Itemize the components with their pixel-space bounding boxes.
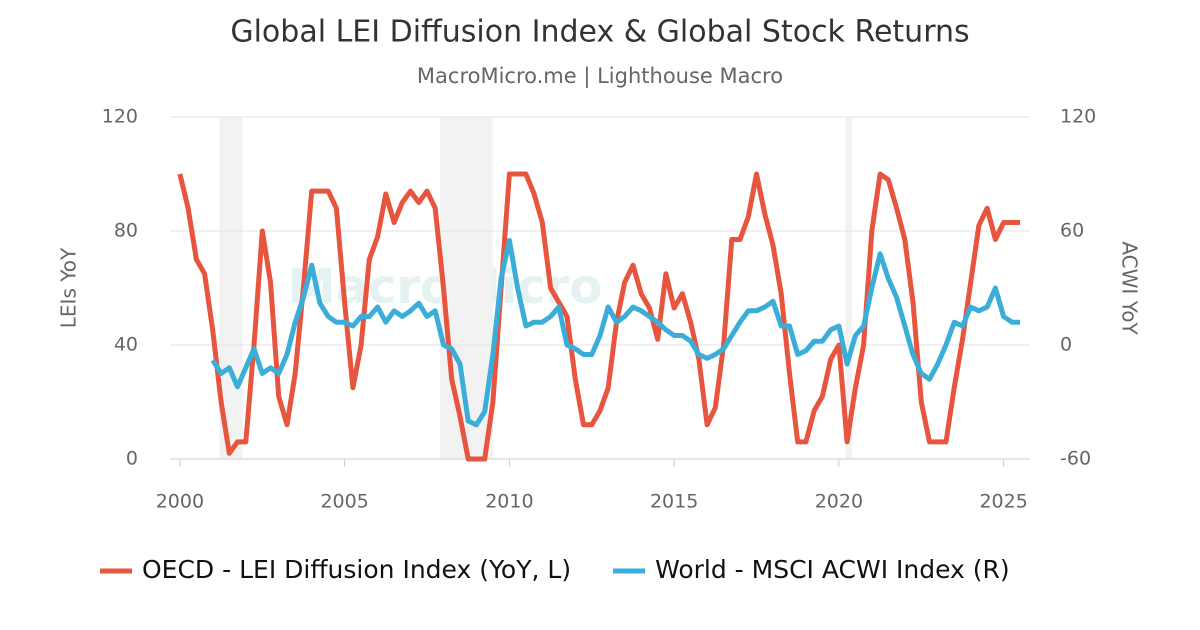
x-tick-label: 2010 (485, 491, 533, 513)
shaded-period (845, 117, 853, 459)
x-tick-label: 2000 (156, 491, 204, 513)
y-axis-label: LEIs YoY (57, 247, 81, 328)
series-line (210, 238, 1021, 428)
chart-subtitle: MacroMicro.me | Lighthouse Macro (417, 64, 783, 89)
y2-tick-label: -60 (1060, 448, 1091, 470)
x-tick-label: 2025 (979, 491, 1027, 513)
y2-tick-label: 60 (1060, 220, 1084, 242)
y-tick-label: 0 (126, 448, 138, 470)
x-tick-label: 2005 (320, 491, 368, 513)
y2-tick-label: 120 (1060, 106, 1096, 128)
y-tick-label: 120 (102, 106, 138, 128)
y-tick-label: 80 (114, 220, 138, 242)
legend-label: OECD - LEI Diffusion Index (YoY, L) (142, 555, 571, 584)
chart-title: Global LEI Diffusion Index & Global Stoc… (230, 15, 969, 50)
legend-label: World - MSCI ACWI Index (R) (655, 555, 1010, 584)
x-tick-label: 2020 (815, 491, 863, 513)
y2-tick-label: 0 (1060, 334, 1072, 356)
series-line (177, 171, 1021, 462)
y2-axis-label: ACWI YoY (1118, 241, 1142, 335)
x-tick-label: 2015 (650, 491, 698, 513)
y-tick-label: 40 (114, 334, 138, 356)
